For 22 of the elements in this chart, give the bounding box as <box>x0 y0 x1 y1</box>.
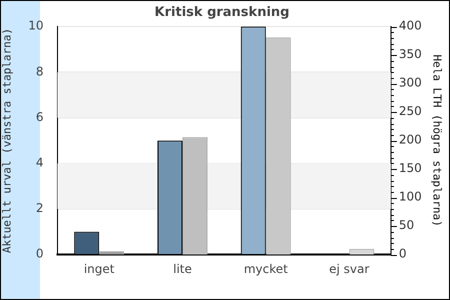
y-tick-label: 2 <box>36 201 44 216</box>
y2-axis-title: Hela LTH (högra staplarna) <box>430 54 444 227</box>
y-tick-label: 6 <box>36 110 44 124</box>
y2-tick-label: 300 <box>398 76 422 90</box>
y2-tick-label: 250 <box>398 104 422 118</box>
y2-tick-label: 0 <box>398 246 407 261</box>
y2-tick-label: 100 <box>398 190 422 204</box>
x-tick-label: mycket <box>244 262 288 276</box>
y-tick-label: 8 <box>36 64 44 78</box>
y2-tick-label: 350 <box>398 47 422 62</box>
y2-tick-label: 50 <box>398 218 414 232</box>
x-tick-label: ej svar <box>329 262 370 276</box>
y-axis-title: Aktuellt urval (vänstra staplarna) <box>0 28 14 254</box>
y-tick-label: 10 <box>28 18 44 33</box>
x-tick-label: inget <box>84 262 115 276</box>
y2-tick-label: 400 <box>398 18 422 33</box>
y-tick-label: 4 <box>36 156 44 170</box>
chart-title: Kritisk granskning <box>154 5 290 20</box>
y2-tick-label: 150 <box>398 161 422 176</box>
y-tick-label: 0 <box>36 246 44 261</box>
y2-tick-label: 200 <box>398 132 422 147</box>
x-tick-label: lite <box>173 262 192 276</box>
